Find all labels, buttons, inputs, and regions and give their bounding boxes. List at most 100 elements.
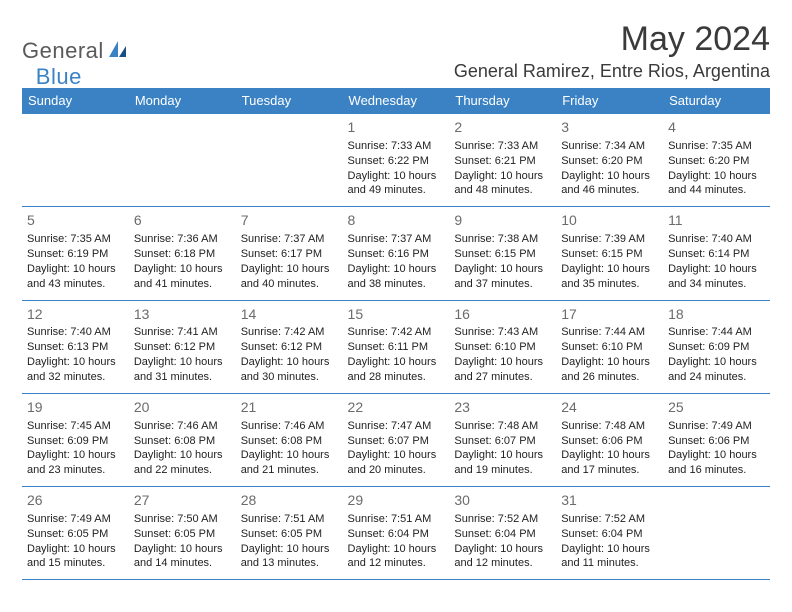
day-number: 7	[241, 211, 338, 230]
sunset-line: Sunset: 6:06 PM	[668, 434, 765, 449]
calendar-day-cell: 20Sunrise: 7:46 AMSunset: 6:08 PMDayligh…	[129, 393, 236, 486]
daylight-line: Daylight: 10 hours and 40 minutes.	[241, 262, 338, 292]
sunset-line: Sunset: 6:13 PM	[27, 340, 124, 355]
calendar-week-row: 12Sunrise: 7:40 AMSunset: 6:13 PMDayligh…	[22, 300, 770, 393]
day-number: 24	[561, 398, 658, 417]
sunrise-line: Sunrise: 7:51 AM	[348, 512, 445, 527]
day-number: 3	[561, 118, 658, 137]
daylight-line: Daylight: 10 hours and 46 minutes.	[561, 169, 658, 199]
calendar-day-cell: 3Sunrise: 7:34 AMSunset: 6:20 PMDaylight…	[556, 114, 663, 207]
calendar-day-cell: 25Sunrise: 7:49 AMSunset: 6:06 PMDayligh…	[663, 393, 770, 486]
sunset-line: Sunset: 6:10 PM	[454, 340, 551, 355]
sunrise-line: Sunrise: 7:37 AM	[241, 232, 338, 247]
day-number: 10	[561, 211, 658, 230]
day-number: 23	[454, 398, 551, 417]
sunrise-line: Sunrise: 7:35 AM	[668, 139, 765, 154]
sunset-line: Sunset: 6:10 PM	[561, 340, 658, 355]
day-number: 30	[454, 491, 551, 510]
daylight-line: Daylight: 10 hours and 34 minutes.	[668, 262, 765, 292]
sunset-line: Sunset: 6:22 PM	[348, 154, 445, 169]
header: General Blue May 2024 General Ramirez, E…	[22, 20, 770, 82]
weekday-header: Wednesday	[343, 88, 450, 114]
day-number: 5	[27, 211, 124, 230]
daylight-line: Daylight: 10 hours and 35 minutes.	[561, 262, 658, 292]
sunset-line: Sunset: 6:17 PM	[241, 247, 338, 262]
logo-text-general: General	[22, 38, 104, 64]
day-number: 21	[241, 398, 338, 417]
day-number: 9	[454, 211, 551, 230]
sunset-line: Sunset: 6:05 PM	[241, 527, 338, 542]
calendar-day-cell: 7 Sunrise: 7:37 AMSunset: 6:17 PMDaylight…	[236, 207, 343, 300]
calendar-day-cell	[663, 487, 770, 580]
daylight-line: Daylight: 10 hours and 22 minutes.	[134, 448, 231, 478]
weekday-header: Tuesday	[236, 88, 343, 114]
day-number: 18	[668, 305, 765, 324]
sunrise-line: Sunrise: 7:50 AM	[134, 512, 231, 527]
sunset-line: Sunset: 6:20 PM	[561, 154, 658, 169]
sunset-line: Sunset: 6:14 PM	[668, 247, 765, 262]
day-number: 1	[348, 118, 445, 137]
day-number: 14	[241, 305, 338, 324]
daylight-line: Daylight: 10 hours and 13 minutes.	[241, 542, 338, 572]
weekday-header: Thursday	[449, 88, 556, 114]
calendar-week-row: 1 Sunrise: 7:33 AMSunset: 6:22 PM Daylight…	[22, 114, 770, 207]
sunset-line: Sunset: 6:21 PM	[454, 154, 551, 169]
calendar-day-cell: 23Sunrise: 7:48 AMSunset: 6:07 PMDayligh…	[449, 393, 556, 486]
sunset-line: Sunset: 6:05 PM	[27, 527, 124, 542]
calendar-day-cell: 10Sunrise: 7:39 AMSunset: 6:15 PMDayligh…	[556, 207, 663, 300]
daylight-line: Daylight: 10 hours and 31 minutes.	[134, 355, 231, 385]
daylight-line: Daylight: 10 hours and 44 minutes.	[668, 169, 765, 199]
day-number: 29	[348, 491, 445, 510]
day-number: 16	[454, 305, 551, 324]
calendar-week-row: 26Sunrise: 7:49 AMSunset: 6:05 PMDayligh…	[22, 487, 770, 580]
sunrise-line: Sunrise: 7:47 AM	[348, 419, 445, 434]
daylight-line: Daylight: 10 hours and 28 minutes.	[348, 355, 445, 385]
calendar-day-cell: 4Sunrise: 7:35 AMSunset: 6:20 PMDaylight…	[663, 114, 770, 207]
sunrise-line: Sunrise: 7:52 AM	[454, 512, 551, 527]
day-number: 17	[561, 305, 658, 324]
sunset-line: Sunset: 6:11 PM	[348, 340, 445, 355]
daylight-line: Daylight: 10 hours and 48 minutes.	[454, 169, 551, 199]
sunset-line: Sunset: 6:06 PM	[561, 434, 658, 449]
logo-sail-icon	[108, 39, 130, 64]
sunrise-line: Sunrise: 7:38 AM	[454, 232, 551, 247]
daylight-line: Daylight: 10 hours and 24 minutes.	[668, 355, 765, 385]
location-text: General Ramirez, Entre Rios, Argentina	[454, 61, 770, 82]
logo: General Blue	[22, 20, 82, 76]
calendar-day-cell: 14Sunrise: 7:42 AMSunset: 6:12 PMDayligh…	[236, 300, 343, 393]
weekday-header: Friday	[556, 88, 663, 114]
sunrise-line: Sunrise: 7:48 AM	[561, 419, 658, 434]
daylight-line: Daylight: 10 hours and 37 minutes.	[454, 262, 551, 292]
calendar-day-cell: 18Sunrise: 7:44 AMSunset: 6:09 PMDayligh…	[663, 300, 770, 393]
sunset-line: Sunset: 6:15 PM	[454, 247, 551, 262]
daylight-line: Daylight: 10 hours and 26 minutes.	[561, 355, 658, 385]
sunrise-line: Sunrise: 7:40 AM	[27, 325, 124, 340]
day-number: 31	[561, 491, 658, 510]
sunrise-line: Sunrise: 7:33 AM	[348, 139, 445, 154]
daylight-line: Daylight: 10 hours and 12 minutes.	[454, 542, 551, 572]
sunset-line: Sunset: 6:09 PM	[27, 434, 124, 449]
sunrise-line: Sunrise: 7:42 AM	[241, 325, 338, 340]
sunrise-line: Sunrise: 7:43 AM	[454, 325, 551, 340]
calendar-day-cell: 29Sunrise: 7:51 AMSunset: 6:04 PMDayligh…	[343, 487, 450, 580]
daylight-line: Daylight: 10 hours and 14 minutes.	[134, 542, 231, 572]
calendar-day-cell: 9 Sunrise: 7:38 AMSunset: 6:15 PMDaylight…	[449, 207, 556, 300]
title-block: May 2024 General Ramirez, Entre Rios, Ar…	[454, 20, 770, 82]
daylight-line: Daylight: 10 hours and 17 minutes.	[561, 448, 658, 478]
calendar-day-cell: 16Sunrise: 7:43 AMSunset: 6:10 PMDayligh…	[449, 300, 556, 393]
calendar-day-cell: 1Sunrise: 7:33 AMSunset: 6:22 PMDaylight…	[343, 114, 450, 207]
sunrise-line: Sunrise: 7:45 AM	[27, 419, 124, 434]
sunset-line: Sunset: 6:08 PM	[134, 434, 231, 449]
calendar-day-cell: 11Sunrise: 7:40 AMSunset: 6:14 PMDayligh…	[663, 207, 770, 300]
sunset-line: Sunset: 6:19 PM	[27, 247, 124, 262]
sunrise-line: Sunrise: 7:37 AM	[348, 232, 445, 247]
calendar-day-cell: 8Sunrise: 7:37 AMSunset: 6:16 PMDaylight…	[343, 207, 450, 300]
sunset-line: Sunset: 6:16 PM	[348, 247, 445, 262]
calendar-day-cell: 2Sunrise: 7:33 AMSunset: 6:21 PMDaylight…	[449, 114, 556, 207]
calendar-day-cell	[129, 114, 236, 207]
sunset-line: Sunset: 6:18 PM	[134, 247, 231, 262]
calendar-day-cell	[22, 114, 129, 207]
day-number: 11	[668, 211, 765, 230]
sunset-line: Sunset: 6:20 PM	[668, 154, 765, 169]
sunset-line: Sunset: 6:04 PM	[561, 527, 658, 542]
